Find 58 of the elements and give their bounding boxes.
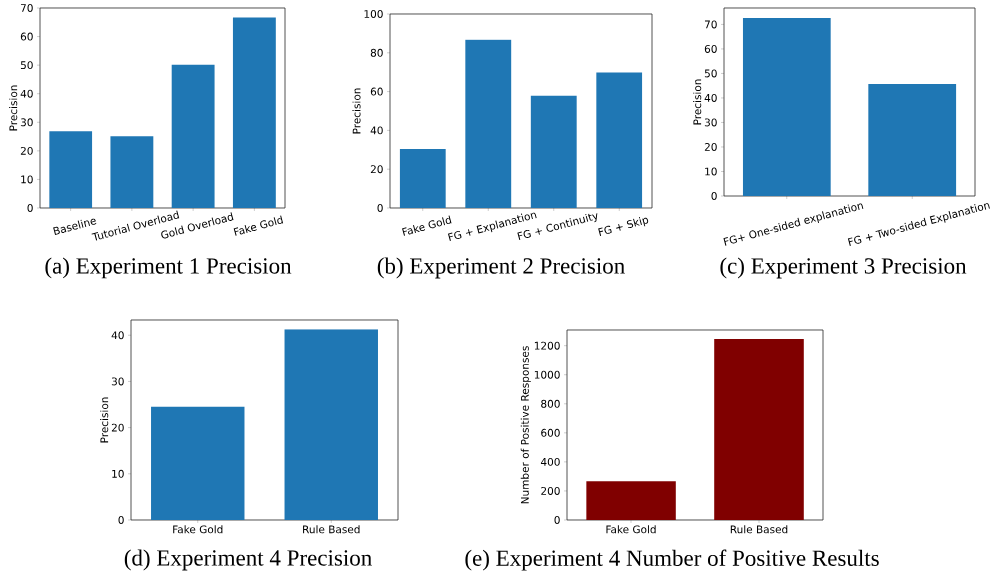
y-tick-label: 20 bbox=[370, 165, 383, 174]
y-tick-label: 20 bbox=[704, 143, 717, 151]
y-tick-label: 600 bbox=[541, 428, 560, 437]
bar bbox=[49, 131, 93, 208]
y-tick-label: 60 bbox=[20, 32, 33, 41]
x-tick-label: Fake Gold bbox=[606, 525, 656, 534]
x-tick-label: FG + Skip bbox=[598, 217, 649, 236]
y-tick-label: 20 bbox=[20, 146, 33, 155]
y-tick-label: 0 bbox=[377, 204, 383, 212]
y-axis-title: Precision bbox=[693, 79, 702, 125]
bar bbox=[171, 64, 215, 208]
y-tick-label: 0 bbox=[554, 516, 560, 524]
y-tick-label: 30 bbox=[704, 118, 717, 127]
bar bbox=[596, 72, 643, 208]
y-tick-label: 70 bbox=[20, 4, 33, 12]
y-tick-label: 40 bbox=[704, 93, 717, 102]
y-tick-label: 10 bbox=[21, 175, 33, 184]
bar bbox=[465, 39, 512, 208]
x-tick-label: Rule Based bbox=[303, 525, 360, 534]
y-tick-label: 1000 bbox=[534, 370, 560, 379]
y-tick-label: 60 bbox=[704, 44, 717, 53]
x-tick-label: Fake Gold bbox=[173, 525, 223, 534]
bar bbox=[530, 95, 577, 208]
y-tick-label: 80 bbox=[370, 48, 383, 57]
y-axis-title: Precision bbox=[100, 397, 109, 443]
y-axis-title: Precision bbox=[9, 85, 18, 131]
y-tick-label: 30 bbox=[20, 118, 33, 127]
x-tick-label: Fake Gold bbox=[233, 215, 284, 236]
y-axis-title: Precision bbox=[352, 88, 361, 134]
text: (d) Experiment 4 Precision bbox=[124, 549, 372, 571]
y-tick-label: 20 bbox=[111, 423, 124, 432]
y-tick-label: 400 bbox=[540, 457, 560, 466]
y-tick-label: 50 bbox=[704, 69, 717, 78]
text: (c) Experiment 3 Precision bbox=[720, 257, 967, 279]
text: (b) Experiment 2 Precision bbox=[377, 257, 625, 279]
y-tick-label: 30 bbox=[111, 377, 124, 386]
y-tick-label: 0 bbox=[118, 516, 124, 524]
y-tick-label: 100 bbox=[364, 10, 383, 18]
y-tick-label: 50 bbox=[20, 61, 33, 70]
y-tick-label: 40 bbox=[111, 331, 124, 340]
y-tick-label: 200 bbox=[541, 486, 560, 495]
y-tick-label: 10 bbox=[112, 469, 124, 478]
y-tick-label: 40 bbox=[370, 126, 383, 135]
y-axis-title: Number of Positive Responses bbox=[520, 346, 531, 504]
y-tick-label: 800 bbox=[541, 399, 560, 408]
y-tick-label: 0 bbox=[27, 204, 33, 212]
bar bbox=[110, 136, 154, 208]
text: (a) Experiment 1 Precision bbox=[45, 257, 292, 279]
text: (e) Experiment 4 Number of Positive Results bbox=[465, 549, 879, 571]
bar bbox=[232, 17, 276, 208]
y-tick-label: 1200 bbox=[534, 341, 560, 350]
y-tick-label: 40 bbox=[20, 89, 33, 98]
y-tick-label: 0 bbox=[711, 192, 717, 200]
x-tick-label: Rule Based bbox=[730, 525, 788, 534]
y-tick-label: 60 bbox=[370, 87, 383, 96]
y-tick-label: 70 bbox=[704, 20, 717, 29]
y-tick-label: 10 bbox=[705, 167, 717, 176]
bar bbox=[399, 149, 446, 208]
